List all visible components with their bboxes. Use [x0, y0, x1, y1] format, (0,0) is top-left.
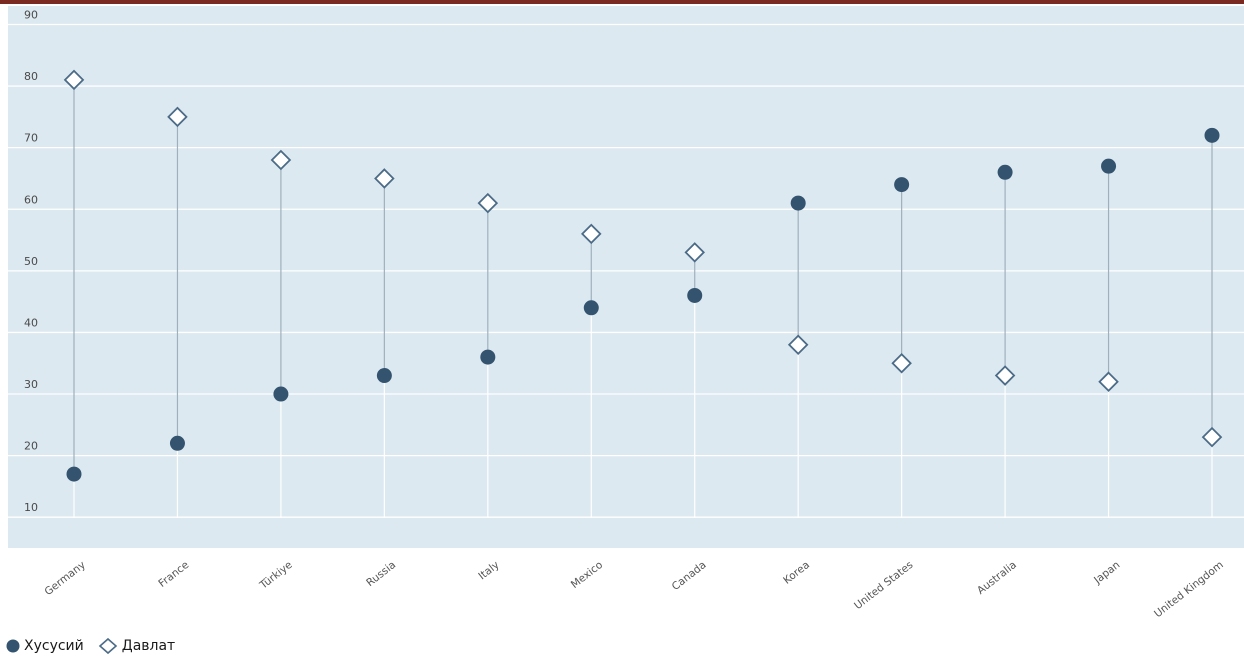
x-label-3: Russia [364, 559, 398, 589]
private-point-2[interactable] [273, 386, 289, 402]
y-axis-ticks: 10 20 30 40 50 60 70 80 90 [24, 8, 38, 514]
private-point-3[interactable] [376, 368, 392, 384]
public-point-9[interactable] [994, 365, 1016, 386]
y-tick-label-80: 80 [24, 70, 38, 83]
y-tick-label-70: 70 [24, 132, 38, 145]
private-point-11[interactable] [1204, 127, 1220, 143]
public-point-7[interactable] [787, 334, 809, 356]
public-point-4[interactable] [477, 192, 499, 214]
legend-label-public: Давлат [121, 638, 176, 654]
private-point-10[interactable] [1101, 158, 1117, 174]
data-marks [63, 69, 1223, 482]
public-point-3[interactable] [374, 168, 395, 189]
public-point-1[interactable] [167, 106, 188, 128]
private-point-4[interactable] [480, 349, 496, 365]
x-axis-labels: Germany France Türkiye Russia Italy Mexico Can… [42, 559, 1225, 620]
y-tick-label-10: 10 [24, 501, 38, 514]
x-label-0: Germany [42, 559, 87, 598]
x-label-1: France [156, 559, 191, 590]
y-tick-label-20: 20 [24, 440, 38, 453]
y-tick-label-50: 50 [24, 255, 38, 268]
x-label-8: United States [852, 559, 915, 612]
x-label-9: Australia [975, 559, 1019, 597]
private-point-0[interactable] [66, 466, 82, 482]
public-point-11[interactable] [1201, 426, 1223, 448]
public-point-10[interactable] [1098, 371, 1119, 392]
private-point-8[interactable] [894, 177, 910, 193]
public-point-0[interactable] [63, 69, 85, 91]
dumbbell-chart: 10 20 30 40 50 60 70 80 90 Germany France Türkiye R… [8, 6, 1244, 620]
gridlines [8, 23, 1244, 518]
public-point-6[interactable] [684, 242, 706, 263]
x-label-7: Korea [781, 559, 812, 587]
plot-background [8, 6, 1244, 548]
x-label-2: Türkiye [257, 559, 295, 592]
legend: Хусусий Давлат [6, 636, 189, 656]
y-tick-label-30: 30 [24, 378, 38, 391]
legend-item-private[interactable]: Хусусий [6, 638, 84, 654]
filled-circle-icon [6, 639, 20, 653]
x-label-11: United Kingdom [1152, 559, 1226, 620]
y-tick-label-60: 60 [24, 193, 38, 206]
legend-label-private: Хусусий [24, 638, 84, 654]
x-label-10: Japan [1091, 559, 1122, 587]
public-point-8[interactable] [891, 352, 912, 374]
private-point-5[interactable] [583, 300, 599, 316]
private-point-6[interactable] [687, 287, 703, 303]
y-tick-label-90: 90 [24, 8, 38, 21]
x-label-5: Mexico [569, 559, 605, 591]
category-stems [73, 79, 1213, 518]
hollow-diamond-icon [98, 637, 117, 655]
x-label-6: Canada [670, 559, 709, 593]
x-label-4: Italy [476, 559, 501, 582]
private-point-7[interactable] [790, 195, 806, 211]
legend-item-public[interactable]: Давлат [98, 637, 175, 655]
top-accent-bar [0, 0, 1244, 4]
public-point-2[interactable] [270, 149, 292, 171]
y-tick-label-40: 40 [24, 316, 38, 329]
public-point-5[interactable] [580, 223, 602, 245]
private-point-9[interactable] [997, 164, 1013, 180]
private-point-1[interactable] [169, 435, 185, 451]
